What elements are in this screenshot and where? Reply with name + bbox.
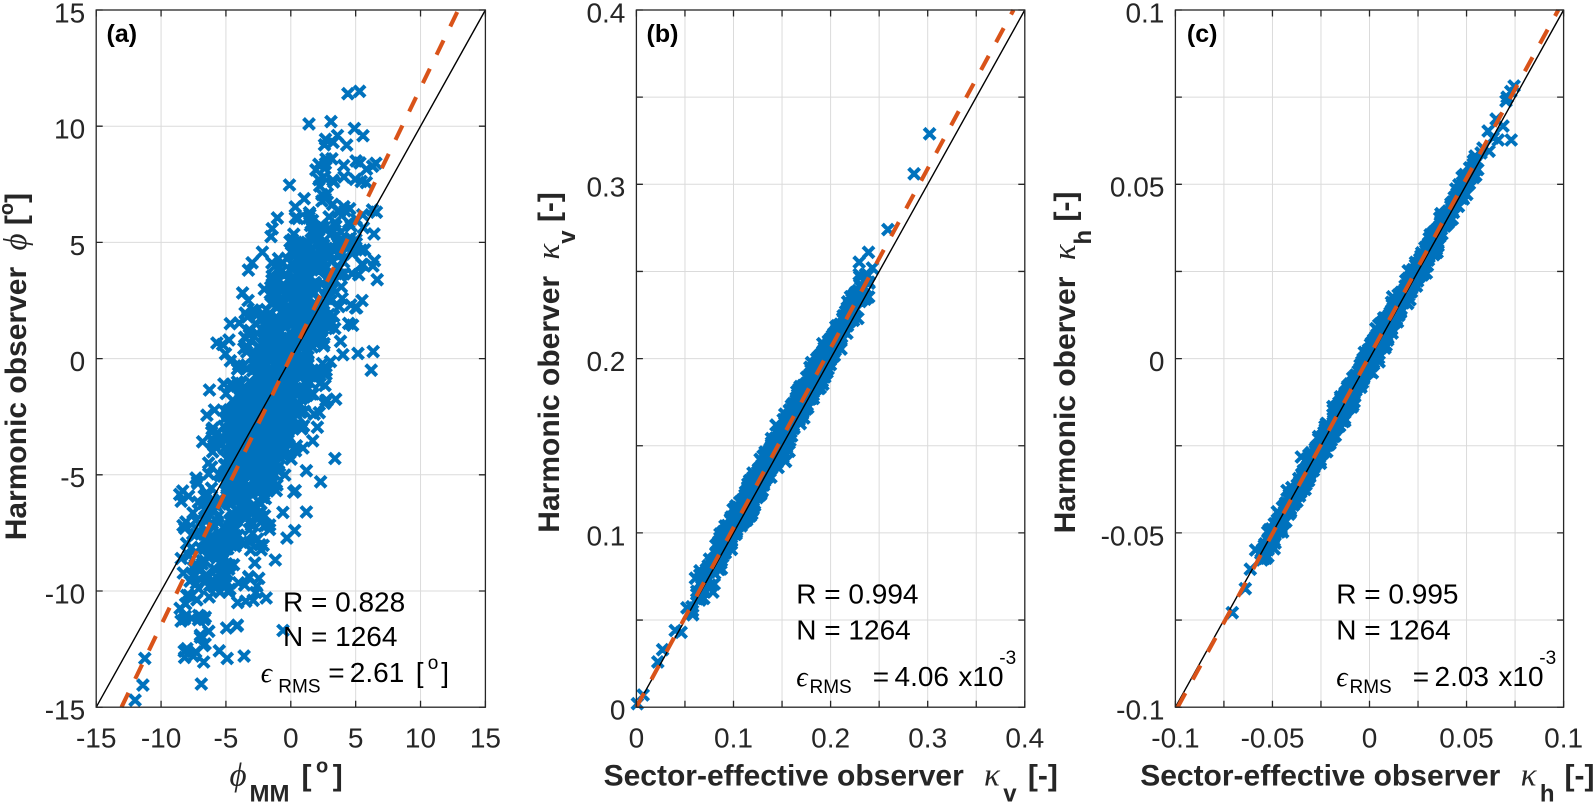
svg-text:-0.1: -0.1	[1116, 695, 1164, 726]
svg-text:-10: -10	[45, 578, 85, 609]
svg-text:5: 5	[70, 230, 86, 261]
svg-text:0: 0	[610, 695, 626, 726]
svg-text:0.3: 0.3	[908, 722, 947, 753]
svg-text:R = 0.994: R = 0.994	[796, 578, 918, 609]
svg-text:-10: -10	[141, 722, 181, 753]
svg-text:R = 0.995: R = 0.995	[1336, 578, 1458, 609]
svg-text:0: 0	[629, 722, 645, 753]
svg-text:-0.05: -0.05	[1241, 722, 1305, 753]
svg-text:-0.1: -0.1	[1151, 722, 1199, 753]
svg-text:0.05: 0.05	[1439, 722, 1494, 753]
svg-text:R = 0.828: R = 0.828	[283, 586, 405, 617]
svg-text:0.1: 0.1	[586, 520, 625, 551]
svg-text:0.2: 0.2	[586, 346, 625, 377]
svg-text:Harmonic observer ϕ [o]: Harmonic observer ϕ [o]	[0, 193, 34, 540]
svg-text:0: 0	[70, 346, 86, 377]
svg-text:0.1: 0.1	[1125, 0, 1164, 28]
svg-text:-5: -5	[60, 462, 85, 493]
svg-text:Harmonic oberver κh [-]: Harmonic oberver κh [-]	[1047, 191, 1097, 533]
svg-text:N = 1264: N = 1264	[283, 621, 397, 652]
svg-text:(c): (c)	[1187, 20, 1218, 48]
svg-text:-15: -15	[45, 695, 85, 726]
svg-text:(a): (a)	[107, 20, 138, 48]
svg-text:0: 0	[1149, 346, 1165, 377]
svg-text:15: 15	[470, 722, 501, 753]
svg-text:0: 0	[283, 722, 299, 753]
svg-text:-15: -15	[76, 722, 116, 753]
svg-text:10: 10	[54, 114, 85, 145]
svg-text:0.1: 0.1	[714, 722, 753, 753]
svg-text:-0.05: -0.05	[1101, 520, 1165, 551]
svg-text:0.1: 0.1	[1544, 722, 1583, 753]
svg-text:-5: -5	[213, 722, 238, 753]
svg-text:0.2: 0.2	[811, 722, 850, 753]
svg-text:N = 1264: N = 1264	[796, 615, 910, 646]
svg-text:0.4: 0.4	[586, 0, 625, 28]
svg-text:15: 15	[54, 0, 85, 28]
svg-text:0.4: 0.4	[1005, 722, 1044, 753]
svg-text:0.3: 0.3	[586, 172, 625, 203]
svg-text:5: 5	[348, 722, 364, 753]
svg-text:Harmonic oberver κv [-]: Harmonic oberver κv [-]	[531, 192, 581, 533]
svg-text:(b): (b)	[647, 20, 679, 48]
svg-text:N = 1264: N = 1264	[1336, 615, 1450, 646]
svg-text:0.05: 0.05	[1110, 172, 1165, 203]
svg-text:10: 10	[405, 722, 436, 753]
svg-text:0: 0	[1362, 722, 1378, 753]
